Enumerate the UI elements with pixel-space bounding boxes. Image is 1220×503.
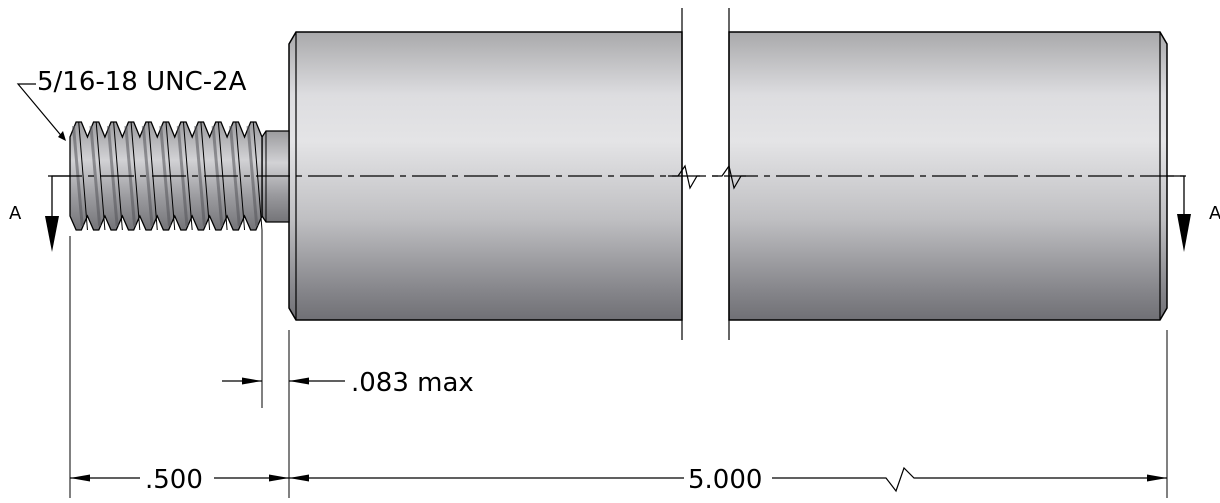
thread-root-shadow: [89, 125, 102, 227]
thread-crest-line: [182, 121, 193, 231]
section-label-left: A: [9, 203, 22, 224]
thread-callout-leader: [16, 83, 66, 141]
dim-thread-length-label: .500: [145, 465, 203, 495]
thread-root-shadow: [246, 125, 259, 227]
dim-body-length-arrows: [289, 466, 1167, 493]
dim-undercut-label: .083 max: [351, 368, 474, 398]
section-marker-right: [1167, 175, 1191, 252]
section-label-right: A: [1209, 203, 1220, 224]
extension-lines: [69, 230, 1168, 498]
section-marker-left: [45, 175, 70, 252]
thread-callout-label: 5/16-18 UNC-2A: [37, 67, 247, 97]
dim-body-length-label: 5.000: [688, 465, 762, 495]
thread-crest-line: [130, 121, 141, 231]
thread-crest-line: [78, 121, 88, 231]
thread-crest-line: [235, 121, 246, 231]
thread-root-shadow: [141, 125, 154, 227]
thread-root-shadow: [194, 125, 206, 227]
